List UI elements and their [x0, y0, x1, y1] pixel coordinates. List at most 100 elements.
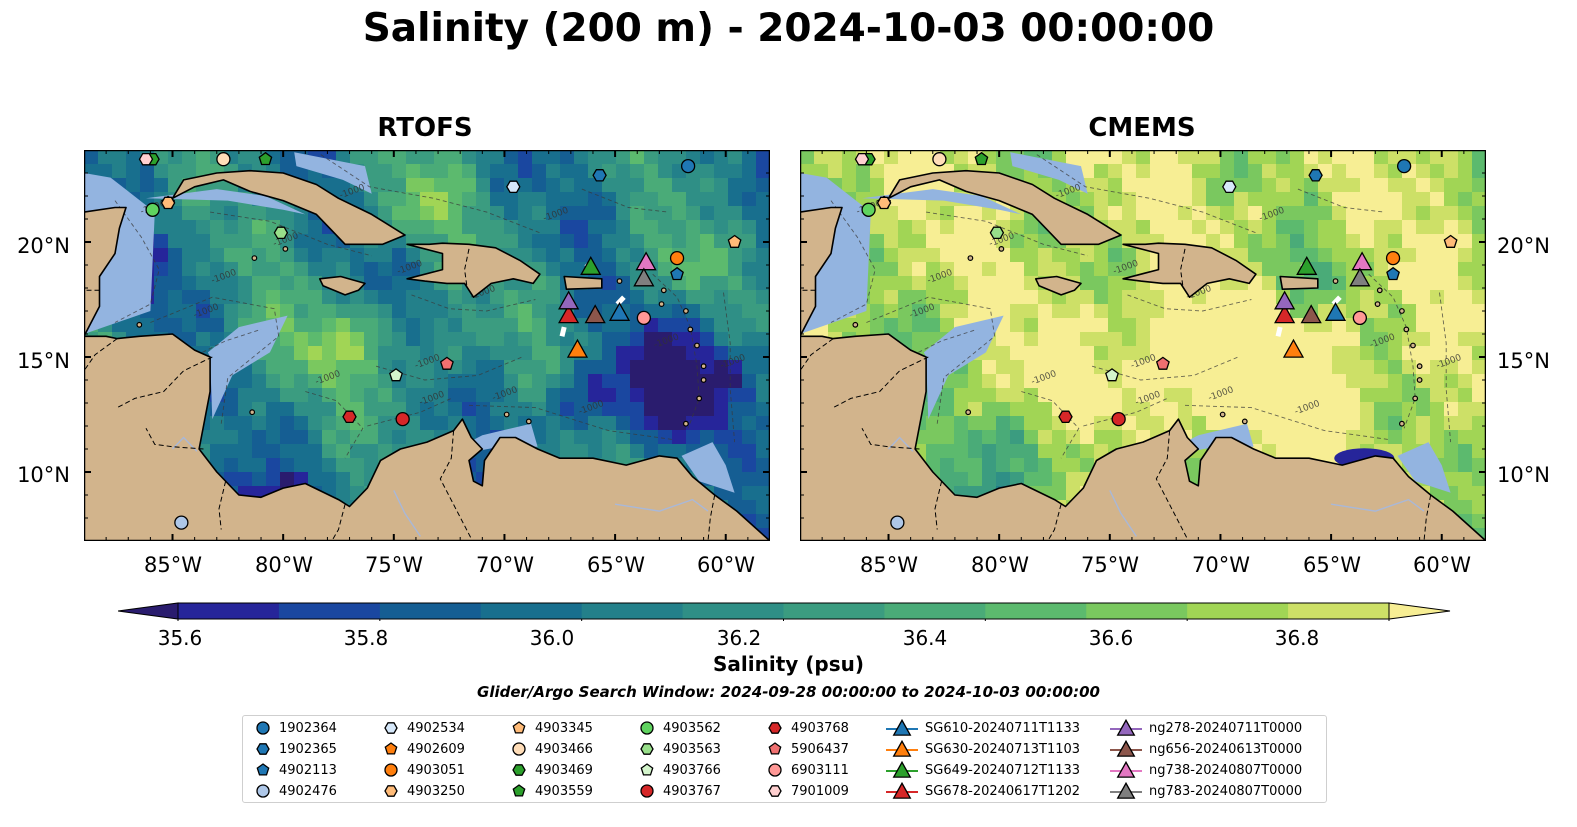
- legend-symbol: [640, 763, 654, 776]
- legend-label: ng656-20240613T0000: [1149, 741, 1303, 757]
- legend-item-ng656-20240613t0000: ng656-20240613T0000: [1109, 739, 1302, 759]
- lon-label-85w-right: 85°W: [860, 553, 918, 577]
- legend-symbol: [512, 764, 526, 776]
- glider-sg630: [1282, 338, 1305, 358]
- legend-label: 5906437: [791, 741, 849, 757]
- glider-ng738: [1351, 251, 1373, 271]
- legend-symbol: [384, 785, 398, 797]
- small-island: [525, 418, 532, 425]
- legend-item-ng738-20240807t0000: ng738-20240807T0000: [1109, 760, 1302, 780]
- platform-legend: 1902364 1902365 4902113 4902476 4902534 49026…: [242, 715, 1327, 803]
- small-island: [1376, 287, 1383, 294]
- depth-contour: [150, 296, 280, 424]
- small-island: [700, 363, 707, 370]
- legend-marker-icon: [256, 784, 270, 798]
- argo-float-7901009: [138, 152, 154, 166]
- yucatan-landmass: [84, 206, 127, 338]
- legend-item-4903563: 4903563: [637, 739, 721, 759]
- colorbar-tick-36-4: 36.4: [902, 626, 948, 650]
- map-frame: [800, 150, 1486, 541]
- lat-label-20n-right: 20°N: [1497, 234, 1550, 258]
- legend-item-4903767: 4903767: [637, 781, 721, 801]
- argo-float-4903562: [145, 202, 160, 217]
- legend-item-4903768: 4903768: [765, 718, 849, 738]
- glider-sg610: [608, 301, 631, 321]
- legend-marker-icon: [1110, 739, 1142, 757]
- legend-item-sg630-20240713t1103: SG630-20240713T1103: [885, 739, 1080, 759]
- legend-marker-icon: [256, 743, 270, 755]
- depth-contour: [1083, 397, 1168, 427]
- legend-marker-icon: [512, 784, 526, 797]
- legend-label: SG630-20240713T1103: [925, 741, 1081, 757]
- river: [1330, 498, 1425, 512]
- argo-float-4903767: [1111, 411, 1126, 427]
- legend-marker-icon: [1110, 718, 1142, 736]
- legend-item-sg610-20240711t1133: SG610-20240711T1133: [885, 718, 1080, 738]
- legend-symbol: [768, 722, 782, 734]
- small-island: [683, 308, 689, 314]
- colorbar-segment: [1187, 603, 1289, 619]
- lon-label-60w-left: 60°W: [697, 553, 755, 577]
- glider-ng783: [1349, 267, 1371, 287]
- legend-symbol: [256, 743, 270, 755]
- glider-sg649: [580, 255, 602, 275]
- colorbar-segment: [480, 603, 583, 619]
- argo-float-6903111: [1352, 310, 1368, 326]
- legend-item-ng783-20240807t0000: ng783-20240807T0000: [1109, 781, 1302, 801]
- legend-symbol: [1116, 718, 1136, 736]
- legend-symbol: [640, 743, 654, 755]
- small-island: [249, 409, 256, 416]
- depth-contour: [320, 154, 541, 234]
- salinity-map-cmems: -1000-1000-1000-1000-1000-1000 -1000-1000…: [800, 150, 1486, 541]
- argo-float-4902113: [1386, 266, 1400, 281]
- legend-label: 4902113: [279, 762, 337, 778]
- legend-item-4902113: 4902113: [253, 760, 337, 780]
- legend-marker-icon: [768, 763, 782, 777]
- depth-contour: [652, 273, 700, 429]
- legend-label: SG678-20240617T1202: [925, 783, 1081, 799]
- lon-label-85w-left: 85°W: [144, 553, 202, 577]
- legend-symbol: [768, 763, 782, 777]
- small-island: [852, 321, 859, 328]
- lon-label-65w-right: 65°W: [1303, 553, 1361, 577]
- argo-float-4903466: [216, 152, 231, 167]
- small-island: [683, 420, 689, 427]
- country-border: [832, 356, 929, 409]
- argo-float-4902476: [174, 515, 189, 530]
- argo-float-4903562: [861, 202, 876, 217]
- continent-landmass: [84, 333, 770, 541]
- glider-track: [615, 295, 626, 306]
- legend-label: SG649-20240712T1133: [925, 762, 1081, 778]
- small-island: [1399, 420, 1405, 427]
- glider-track: [559, 326, 567, 337]
- jamaica-landmass: [318, 275, 366, 296]
- colorbar-label: Salinity (psu): [712, 652, 864, 676]
- glider-track: [1331, 295, 1342, 306]
- lat-label-10n-left: 10°N: [17, 463, 70, 487]
- hispaniola-landmass: [406, 242, 541, 298]
- small-island: [282, 245, 289, 252]
- argo-float-4902113: [670, 266, 684, 281]
- small-island: [136, 321, 143, 328]
- colorbar-tick-36-8: 36.8: [1274, 626, 1320, 650]
- legend-marker-icon: [512, 721, 526, 734]
- legend-label: 4902534: [407, 720, 465, 736]
- legend-marker-icon: [886, 718, 918, 736]
- legend-label: 4903466: [535, 741, 593, 757]
- lon-label-65w-left: 65°W: [587, 553, 645, 577]
- legend-symbol: [892, 739, 912, 757]
- small-island: [1403, 326, 1410, 333]
- legend-symbol: [384, 722, 398, 734]
- legend-item-5906437: 5906437: [765, 739, 849, 759]
- legend-item-4903559: 4903559: [509, 781, 593, 801]
- lat-label-15n-left: 15°N: [17, 349, 70, 373]
- legend-label: 1902364: [279, 720, 337, 736]
- river: [1109, 490, 1137, 537]
- glider-sg630: [566, 338, 589, 358]
- argo-float-4903051: [1385, 250, 1401, 266]
- legend-marker-icon: [768, 722, 782, 734]
- colorbar-tick-36-0: 36.0: [529, 626, 575, 650]
- small-island: [1219, 411, 1226, 418]
- legend-symbol: [256, 784, 270, 798]
- legend-label: 4902476: [279, 783, 337, 799]
